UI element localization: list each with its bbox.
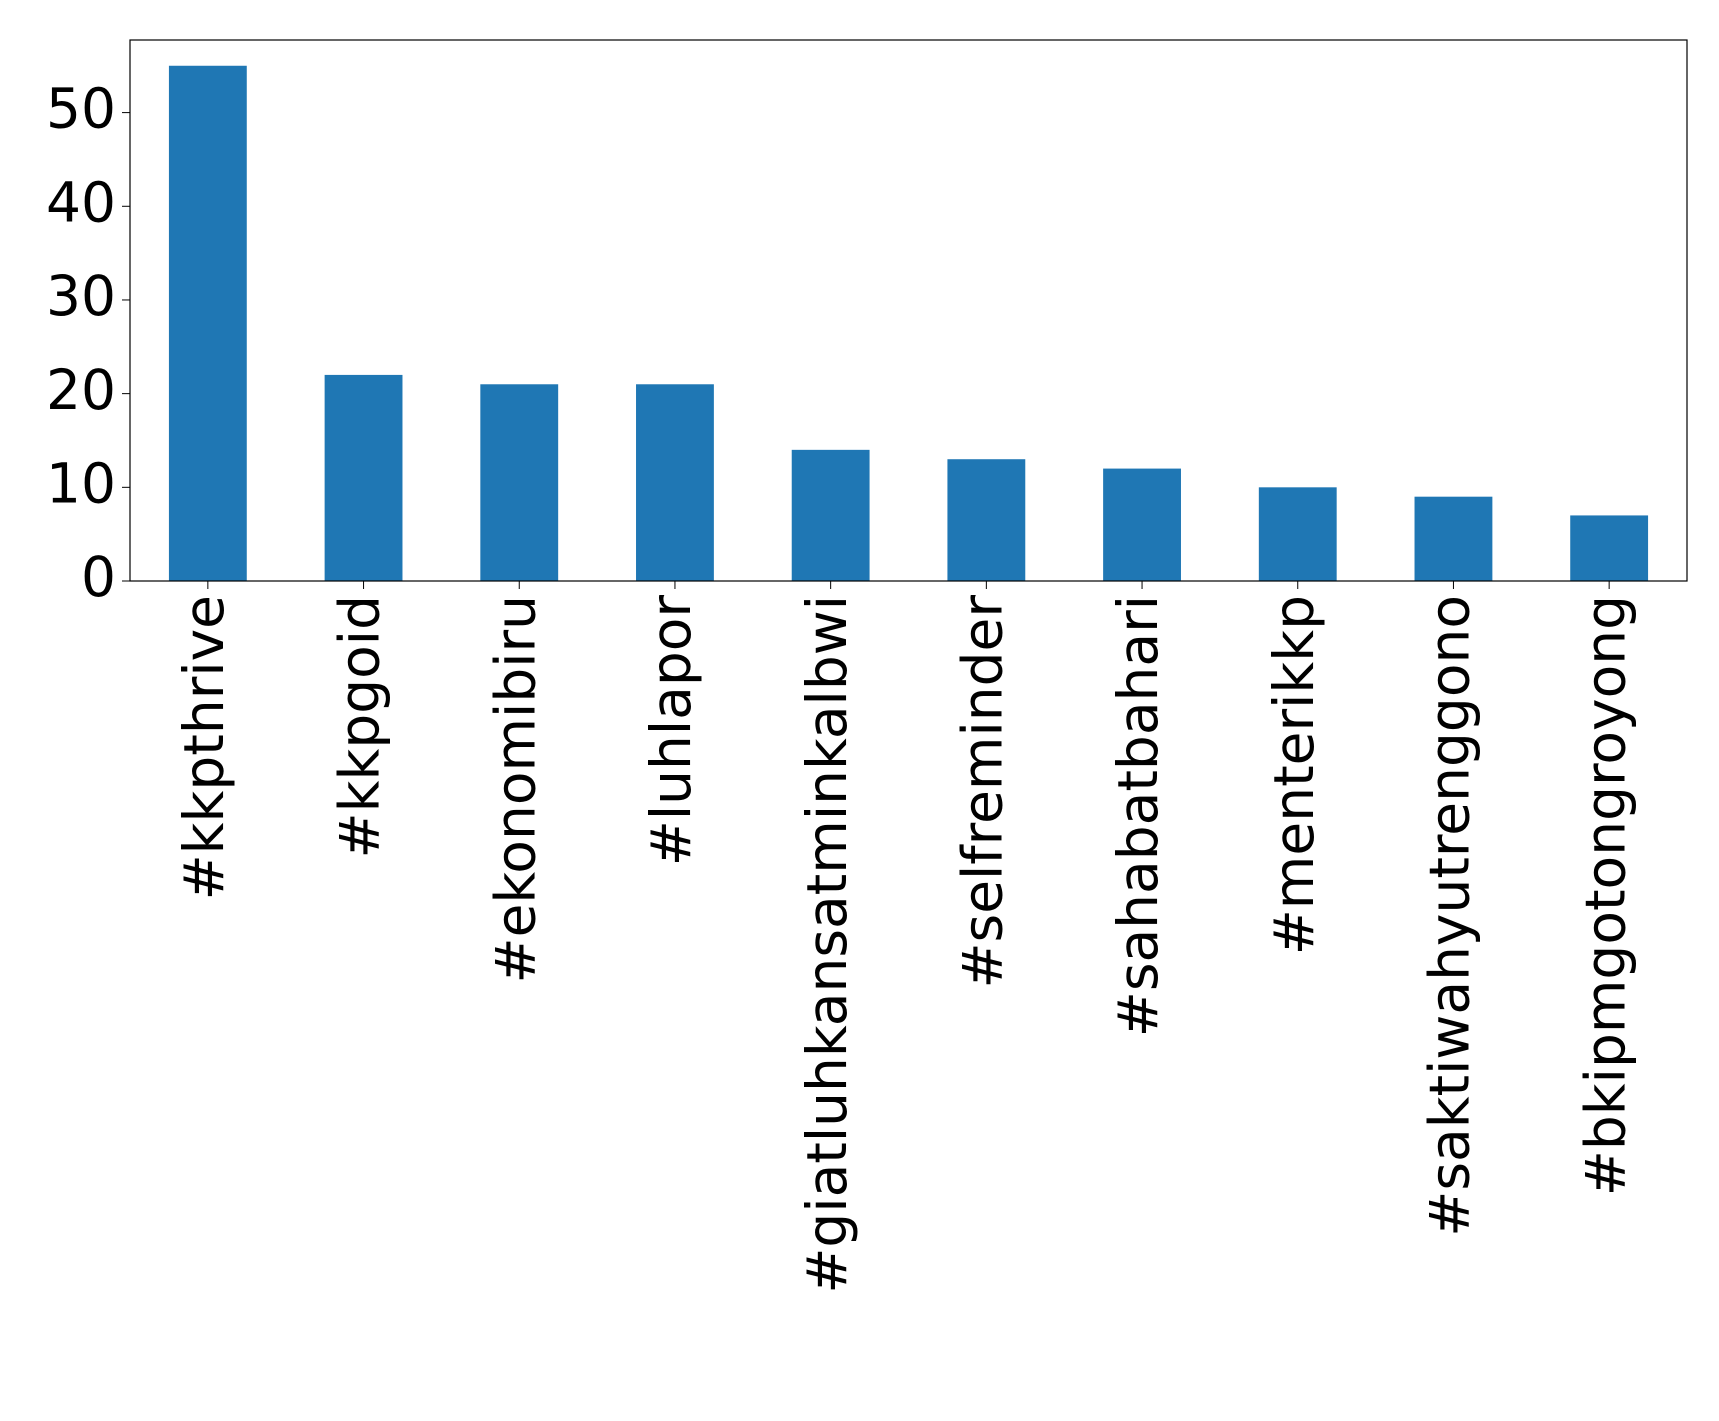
bar <box>947 459 1026 581</box>
x-tick-label: #luhlapor <box>639 595 703 867</box>
bar <box>1414 496 1493 581</box>
x-tick-label: #saktiwahyutrenggono <box>1418 595 1482 1237</box>
x-tick-label: #kkpgoid <box>328 595 392 858</box>
y-tick-label: 50 <box>46 77 116 141</box>
y-tick-label: 20 <box>46 358 116 422</box>
x-tick-label: #bkipmgotongroyong <box>1573 595 1637 1196</box>
bar <box>168 65 247 581</box>
bar <box>1103 468 1181 581</box>
bar <box>1570 515 1649 581</box>
bar <box>636 384 714 581</box>
bar <box>791 449 870 581</box>
x-tick-label: #giatluhkansatminkalbwi <box>795 595 859 1294</box>
x-tick-label: #menterikkp <box>1262 595 1326 955</box>
x-tick-label: #sahabatbahari <box>1106 595 1170 1037</box>
y-tick-label: 10 <box>46 451 116 515</box>
plot-frame <box>129 39 1688 582</box>
bar <box>324 374 403 581</box>
bar <box>480 384 559 581</box>
bar <box>1258 487 1337 581</box>
y-tick-label: 0 <box>81 545 116 609</box>
y-tick-label: 30 <box>46 264 116 328</box>
x-tick-label: #ekonomibiru <box>483 595 547 984</box>
x-tick-label: #kkpthrive <box>172 595 236 900</box>
x-tick-label: #selfreminder <box>950 595 1014 989</box>
y-tick-label: 40 <box>46 170 116 234</box>
